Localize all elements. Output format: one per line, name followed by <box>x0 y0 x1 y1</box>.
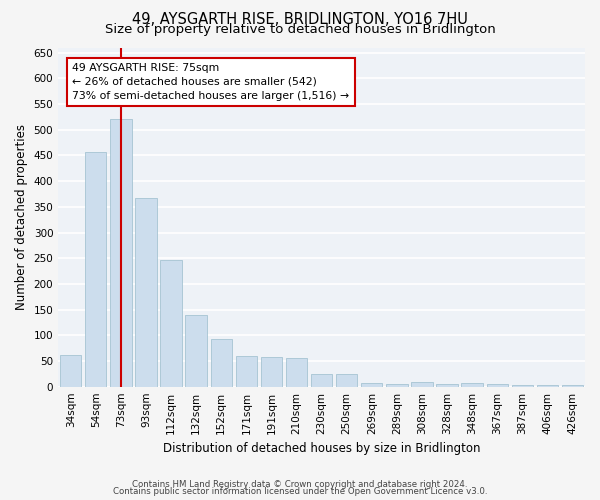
Y-axis label: Number of detached properties: Number of detached properties <box>15 124 28 310</box>
Text: 49 AYSGARTH RISE: 75sqm
← 26% of detached houses are smaller (542)
73% of semi-d: 49 AYSGARTH RISE: 75sqm ← 26% of detache… <box>72 63 349 101</box>
Bar <box>537 384 558 386</box>
Bar <box>436 384 458 386</box>
Bar <box>110 119 131 386</box>
Text: 49, AYSGARTH RISE, BRIDLINGTON, YO16 7HU: 49, AYSGARTH RISE, BRIDLINGTON, YO16 7HU <box>132 12 468 28</box>
Bar <box>562 385 583 386</box>
Bar <box>185 314 207 386</box>
Bar <box>361 382 382 386</box>
Bar <box>461 382 483 386</box>
X-axis label: Distribution of detached houses by size in Bridlington: Distribution of detached houses by size … <box>163 442 481 455</box>
Bar <box>386 384 407 386</box>
Bar <box>160 260 182 386</box>
Bar <box>136 198 157 386</box>
Bar <box>336 374 358 386</box>
Bar <box>286 358 307 386</box>
Text: Size of property relative to detached houses in Bridlington: Size of property relative to detached ho… <box>104 22 496 36</box>
Bar <box>60 355 82 386</box>
Bar <box>85 152 106 386</box>
Bar <box>261 358 282 386</box>
Bar <box>211 340 232 386</box>
Text: Contains HM Land Registry data © Crown copyright and database right 2024.: Contains HM Land Registry data © Crown c… <box>132 480 468 489</box>
Bar <box>512 385 533 386</box>
Bar <box>311 374 332 386</box>
Bar <box>411 382 433 386</box>
Text: Contains public sector information licensed under the Open Government Licence v3: Contains public sector information licen… <box>113 487 487 496</box>
Bar <box>487 384 508 386</box>
Bar <box>236 356 257 386</box>
